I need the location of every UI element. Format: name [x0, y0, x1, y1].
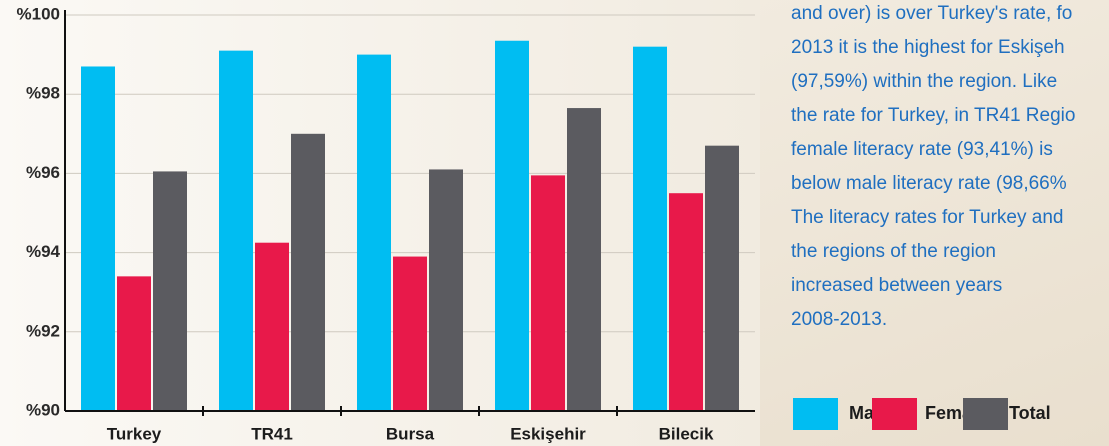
paragraph-line: below male literacy rate (98,66%: [791, 173, 1067, 194]
paragraph-line: increased between years: [791, 275, 1002, 296]
bar: [357, 54, 391, 411]
bar: [567, 108, 601, 411]
y-tick-label: %98: [26, 84, 60, 103]
bar: [153, 171, 187, 411]
x-tick-label: Eskişehir: [510, 424, 586, 443]
paragraph-line: The literacy rates for Turkey and: [791, 207, 1063, 228]
bar: [669, 193, 703, 411]
paragraph-line: the regions of the region: [791, 241, 996, 262]
y-tick-label: %96: [26, 163, 60, 182]
bar: [495, 40, 529, 412]
bar: [219, 50, 253, 411]
bar: [531, 175, 565, 411]
paragraph-line: female literacy rate (93,41%) is: [791, 139, 1053, 160]
paragraph-line: (97,59%) within the region. Like: [791, 71, 1057, 92]
paragraph-line: the rate for Turkey, in TR41 Regio: [791, 105, 1075, 126]
bar: [255, 242, 289, 411]
bar: [633, 46, 667, 412]
x-tick-label: Turkey: [107, 424, 162, 443]
y-tick-label: %100: [17, 4, 60, 23]
bar: [117, 276, 151, 411]
x-tick-label: Bursa: [386, 424, 435, 443]
bar: [291, 133, 325, 412]
legend-label: Total: [1009, 403, 1051, 423]
paragraph-line: 2008-2013.: [791, 309, 887, 330]
x-tick-label: TR41: [251, 424, 293, 443]
bar: [705, 145, 739, 411]
y-tick-label: %90: [26, 400, 60, 419]
y-tick-label: %92: [26, 321, 60, 340]
x-tick-label: Bilecik: [659, 424, 714, 443]
legend-swatch: [872, 398, 917, 430]
y-tick-label: %94: [26, 242, 61, 261]
legend-swatch: [963, 398, 1008, 430]
legend-swatch: [793, 398, 838, 430]
paragraph-line: and over) is over Turkey's rate, fo: [791, 3, 1072, 24]
bar: [81, 66, 115, 411]
paragraph-line: 2013 it is the highest for Eskişeh: [791, 37, 1065, 58]
bar: [393, 256, 427, 411]
bar: [429, 169, 463, 411]
